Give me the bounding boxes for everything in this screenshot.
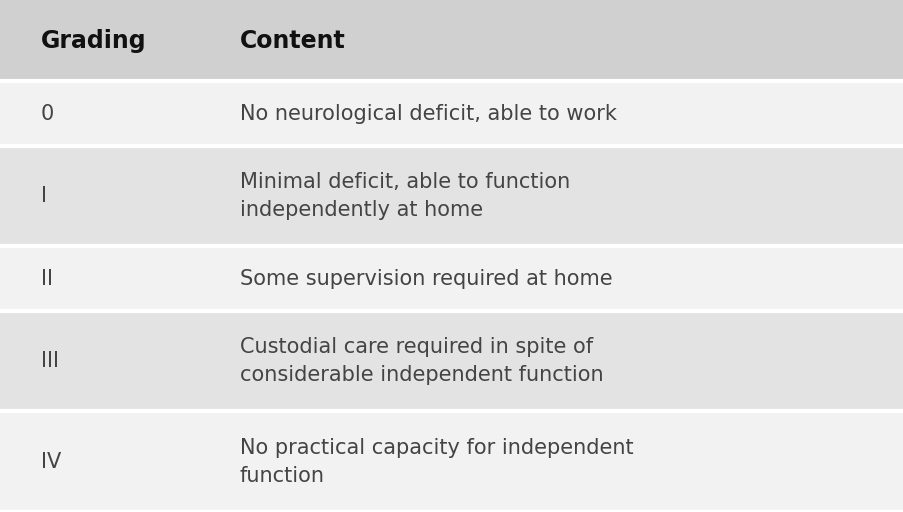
Bar bbox=[0, 81, 903, 146]
Text: Content: Content bbox=[239, 29, 345, 53]
Bar bbox=[0, 246, 903, 311]
Bar bbox=[0, 146, 903, 246]
Text: III: III bbox=[41, 351, 59, 371]
Text: I: I bbox=[41, 186, 47, 206]
Text: Grading: Grading bbox=[41, 29, 146, 53]
Text: Minimal deficit, able to function
independently at home: Minimal deficit, able to function indepe… bbox=[239, 172, 569, 220]
Text: No practical capacity for independent
function: No practical capacity for independent fu… bbox=[239, 438, 632, 486]
Text: IV: IV bbox=[41, 452, 61, 472]
Bar bbox=[0, 311, 903, 412]
Bar bbox=[0, 0, 903, 81]
Text: Custodial care required in spite of
considerable independent function: Custodial care required in spite of cons… bbox=[239, 337, 602, 385]
Text: Some supervision required at home: Some supervision required at home bbox=[239, 269, 611, 289]
Text: 0: 0 bbox=[41, 103, 54, 123]
Bar bbox=[0, 412, 903, 512]
Text: No neurological deficit, able to work: No neurological deficit, able to work bbox=[239, 103, 616, 123]
Text: II: II bbox=[41, 269, 52, 289]
